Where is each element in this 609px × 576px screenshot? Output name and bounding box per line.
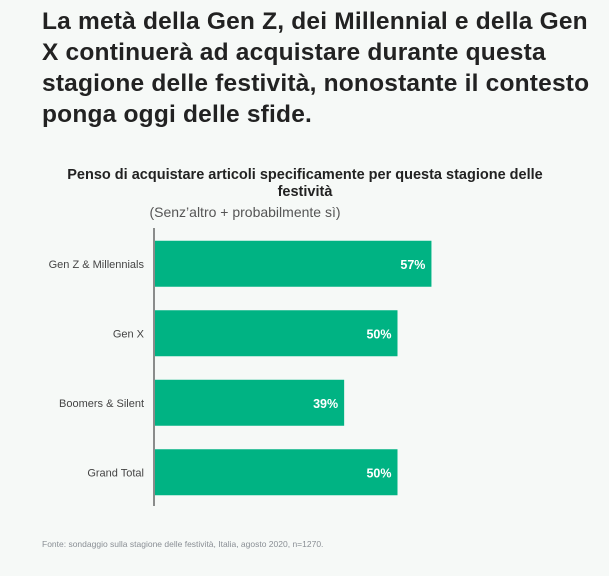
chart-title: Penso di acquistare articoli specificame… xyxy=(67,167,543,200)
bar-2 xyxy=(155,379,345,426)
bar-1 xyxy=(155,310,398,357)
bar-value-label: 50% xyxy=(366,466,391,480)
bar-value-label: 50% xyxy=(366,327,391,341)
category-label: Boomers & Silent xyxy=(59,398,144,410)
bar-0 xyxy=(155,240,432,287)
category-label: Grand Total xyxy=(87,467,144,479)
source-note: Fonte: sondaggio sulla stagione delle fe… xyxy=(42,539,324,549)
category-label: Gen X xyxy=(113,328,145,340)
bar-3 xyxy=(155,449,398,496)
headline: La metà della Gen Z, dei Millennial e de… xyxy=(42,8,590,128)
bar-value-label: 39% xyxy=(313,397,338,411)
category-label: Gen Z & Millennials xyxy=(49,259,145,271)
chart-subtitle: (Senz’altro + probabilmente sì) xyxy=(149,204,341,220)
bar-value-label: 57% xyxy=(400,258,425,272)
